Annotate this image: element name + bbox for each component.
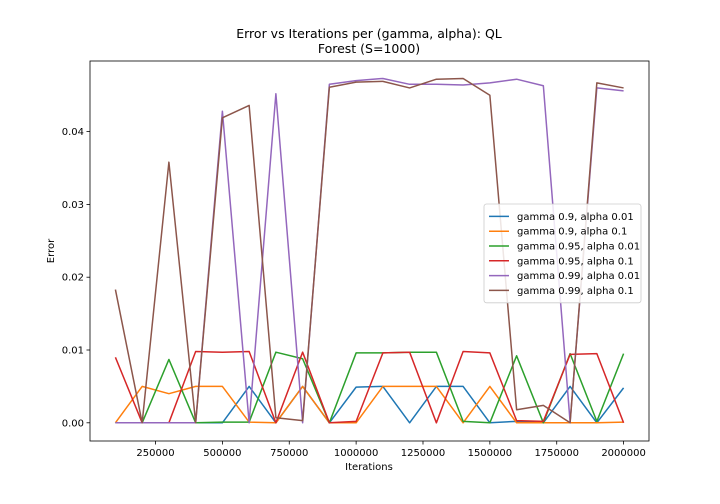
x-axis-label: Iterations bbox=[345, 462, 393, 473]
series-line-6 bbox=[114, 77, 624, 424]
y-tick-label: 0.03 bbox=[62, 200, 84, 211]
y-tick-label: 0.00 bbox=[62, 418, 84, 429]
legend-label: gamma 0.99, alpha 0.01 bbox=[517, 271, 640, 282]
plot-frame bbox=[89, 60, 650, 442]
legend-label: gamma 0.9, alpha 0.01 bbox=[517, 212, 634, 223]
y-tick-label: 0.04 bbox=[62, 127, 84, 138]
x-tick-label: 750000 bbox=[270, 448, 308, 459]
legend: gamma 0.9, alpha 0.01 gamma 0.9, alpha 0.… bbox=[483, 203, 642, 304]
series-line-2 bbox=[114, 385, 624, 424]
y-tick-label: 0.02 bbox=[62, 273, 84, 284]
x-tick-label: 250000 bbox=[136, 448, 174, 459]
series-layer bbox=[114, 77, 625, 424]
chart-subtitle: Forest (S=1000) bbox=[318, 41, 420, 56]
legend-label: gamma 0.95, alpha 0.1 bbox=[517, 256, 634, 267]
y-axis-label: Error bbox=[46, 238, 57, 263]
chart-title: Error vs Iterations per (gamma, alpha): … bbox=[236, 26, 502, 41]
y-axis: 0.00 0.01 0.02 0.03 0.04 bbox=[62, 127, 90, 429]
x-tick-label: 1750000 bbox=[534, 448, 579, 459]
legend-label: gamma 0.99, alpha 0.1 bbox=[517, 286, 634, 297]
x-axis: 250000 500000 750000 1000000 1250000 1500000 1… bbox=[136, 441, 646, 459]
x-tick-label: 1500000 bbox=[468, 448, 513, 459]
series-line-4 bbox=[114, 350, 625, 424]
series-line-3 bbox=[115, 351, 625, 424]
legend-box bbox=[483, 203, 642, 304]
legend-label: gamma 0.95, alpha 0.01 bbox=[517, 242, 640, 253]
x-tick-label: 1000000 bbox=[334, 448, 379, 459]
x-tick-label: 2000000 bbox=[601, 448, 646, 459]
y-tick-label: 0.01 bbox=[62, 346, 84, 357]
x-tick-label: 1250000 bbox=[401, 448, 446, 459]
x-tick-label: 500000 bbox=[203, 448, 241, 459]
legend-label: gamma 0.9, alpha 0.1 bbox=[517, 227, 627, 238]
